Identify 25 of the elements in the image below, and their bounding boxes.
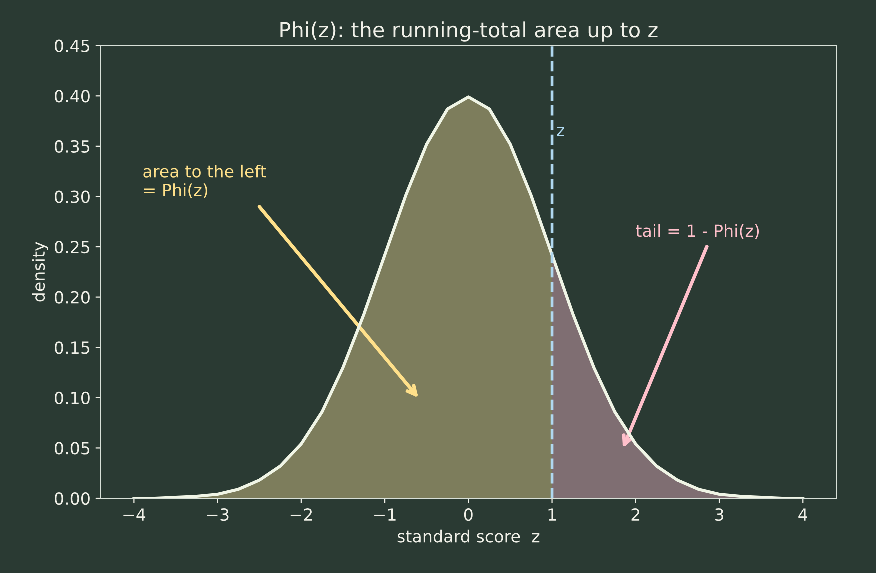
- y-tick-label: 0.15: [55, 342, 90, 354]
- chart-title: Phi(z): the running-total area up to z: [280, 22, 658, 42]
- annotation: area to the left = Phi(z): [144, 164, 266, 198]
- ref-line-label: z: [557, 127, 564, 136]
- y-tick-label: 0.00: [55, 492, 90, 506]
- y-tick-label: 0.25: [55, 240, 90, 254]
- x-tick-label: 3: [715, 508, 724, 522]
- y-tick-label: 0.10: [55, 392, 90, 404]
- x-tick-label: −1: [374, 508, 396, 521]
- x-axis-title: standard score z: [398, 530, 540, 543]
- x-tick-label: 4: [798, 508, 808, 521]
- x-tick-label: −2: [290, 508, 312, 521]
- y-tick-label: 0.05: [55, 442, 90, 455]
- x-tick-label: −4: [124, 508, 146, 521]
- x-tick-label: 2: [632, 508, 640, 521]
- y-tick-label: 0.45: [55, 40, 90, 52]
- x-tick-label: −3: [207, 508, 229, 522]
- x-tick-label: 1: [548, 508, 556, 521]
- y-tick-label: 0.20: [55, 291, 90, 304]
- y-tick-label: 0.30: [55, 190, 90, 204]
- y-axis-title: density: [32, 242, 48, 302]
- y-tick-label: 0.35: [55, 140, 90, 153]
- x-tick-label: 0: [464, 508, 473, 522]
- annotation: tail = 1 - Phi(z): [636, 224, 760, 240]
- y-tick-label: 0.40: [55, 90, 90, 103]
